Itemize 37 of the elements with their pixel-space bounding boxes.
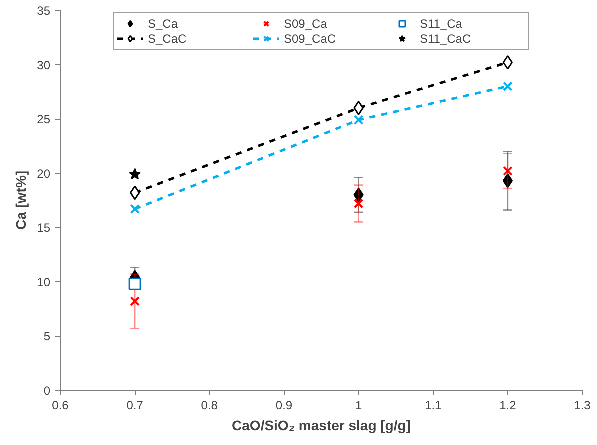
point	[503, 82, 513, 92]
point	[502, 55, 514, 70]
point	[354, 198, 364, 209]
y-tick-label: 0	[44, 384, 51, 398]
point	[129, 168, 142, 180]
legend-label: S11_Ca	[420, 16, 464, 31]
y-tick-label: 35	[37, 4, 51, 18]
y-tick-label: 30	[37, 58, 51, 72]
x-tick-label: 0.7	[126, 398, 144, 412]
point	[502, 174, 514, 188]
legend-label: S11_CaC	[420, 31, 472, 46]
point	[354, 115, 364, 126]
x-tick-label: 1.3	[574, 398, 592, 412]
point	[354, 100, 364, 116]
x-tick-label: 1.2	[500, 398, 517, 412]
y-tick-label: 10	[37, 275, 51, 290]
point	[130, 204, 140, 214]
point	[130, 186, 140, 200]
legend-label: S09_Ca	[284, 16, 328, 31]
legend-label: S_Ca	[148, 16, 180, 31]
y-tick-label: 20	[37, 166, 51, 181]
x-tick-label: 1.1	[425, 398, 442, 412]
x-tick-label: 0.6	[52, 398, 70, 412]
y-tick-label: 25	[37, 112, 51, 127]
point	[503, 166, 513, 176]
x-tick-label: 1	[355, 398, 362, 412]
y-axis-title: Ca [wt%]	[13, 170, 30, 230]
legend-label: S09_CaC	[284, 31, 338, 46]
x-axis-title: CaO/SiO₂ master slag [g/g]	[232, 418, 411, 434]
point	[354, 188, 364, 202]
y-tick-label: 15	[37, 221, 51, 236]
legend-label: S_CaC	[148, 31, 188, 46]
x-tick-label: 0.9	[276, 398, 293, 412]
point	[130, 296, 140, 306]
x-tick-label: 0.8	[201, 398, 218, 412]
point	[128, 278, 142, 290]
y-tick-label: 5	[44, 330, 51, 344]
